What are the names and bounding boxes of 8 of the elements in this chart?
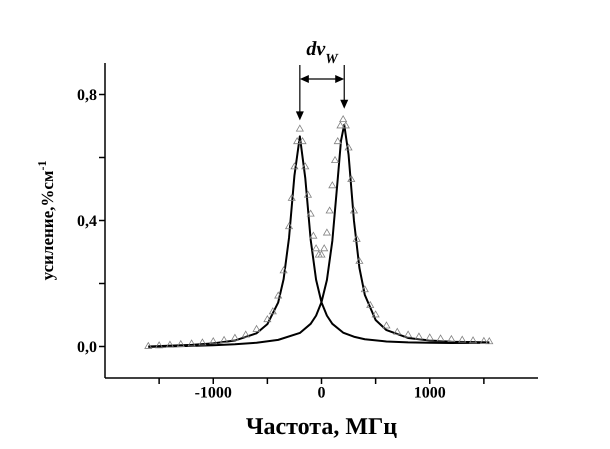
x-tick-label: 0	[318, 384, 326, 402]
annotation: dν$_{W}$	[306, 38, 340, 66]
x-tick-label: -1000	[194, 384, 232, 402]
x-tick-label: 1000	[414, 384, 446, 402]
x-axis-title: Частота, МГц	[246, 414, 398, 440]
y-tick-label: 0,8	[77, 87, 97, 104]
y-tick-label: 0,4	[77, 213, 97, 230]
y-tick-label: 0,0	[77, 339, 97, 356]
